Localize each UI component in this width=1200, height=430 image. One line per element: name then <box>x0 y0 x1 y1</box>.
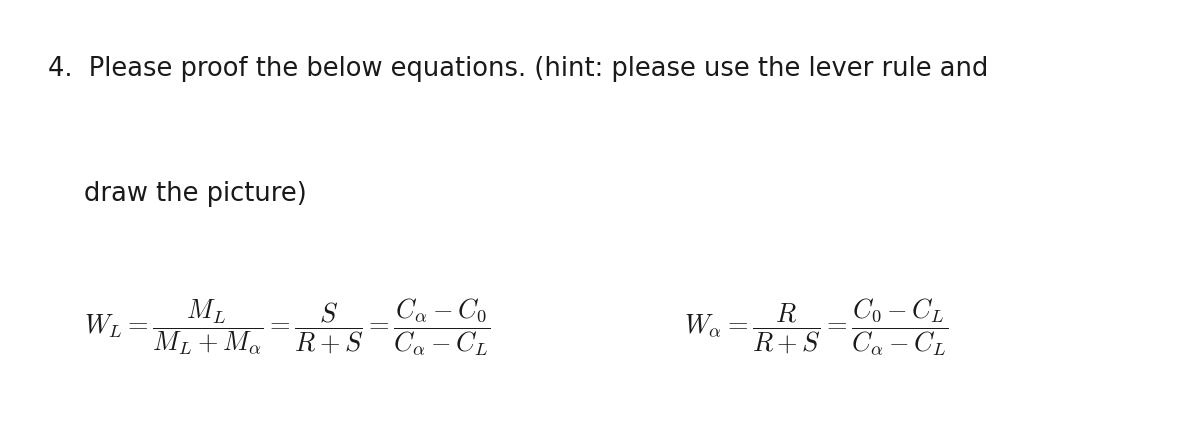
Text: 4.  Please proof the below equations. (hint: please use the lever rule and: 4. Please proof the below equations. (hi… <box>48 56 989 82</box>
Text: $W_{\alpha} = \dfrac{R}{R+S} = \dfrac{C_{0}-C_{L}}{C_{\alpha}-C_{L}}$: $W_{\alpha} = \dfrac{R}{R+S} = \dfrac{C_… <box>684 296 948 358</box>
Text: draw the picture): draw the picture) <box>84 181 307 206</box>
Text: $W_{L} = \dfrac{M_{L}}{M_{L}+M_{\alpha}} = \dfrac{S}{R+S} = \dfrac{C_{\alpha}-C_: $W_{L} = \dfrac{M_{L}}{M_{L}+M_{\alpha}}… <box>84 296 491 358</box>
